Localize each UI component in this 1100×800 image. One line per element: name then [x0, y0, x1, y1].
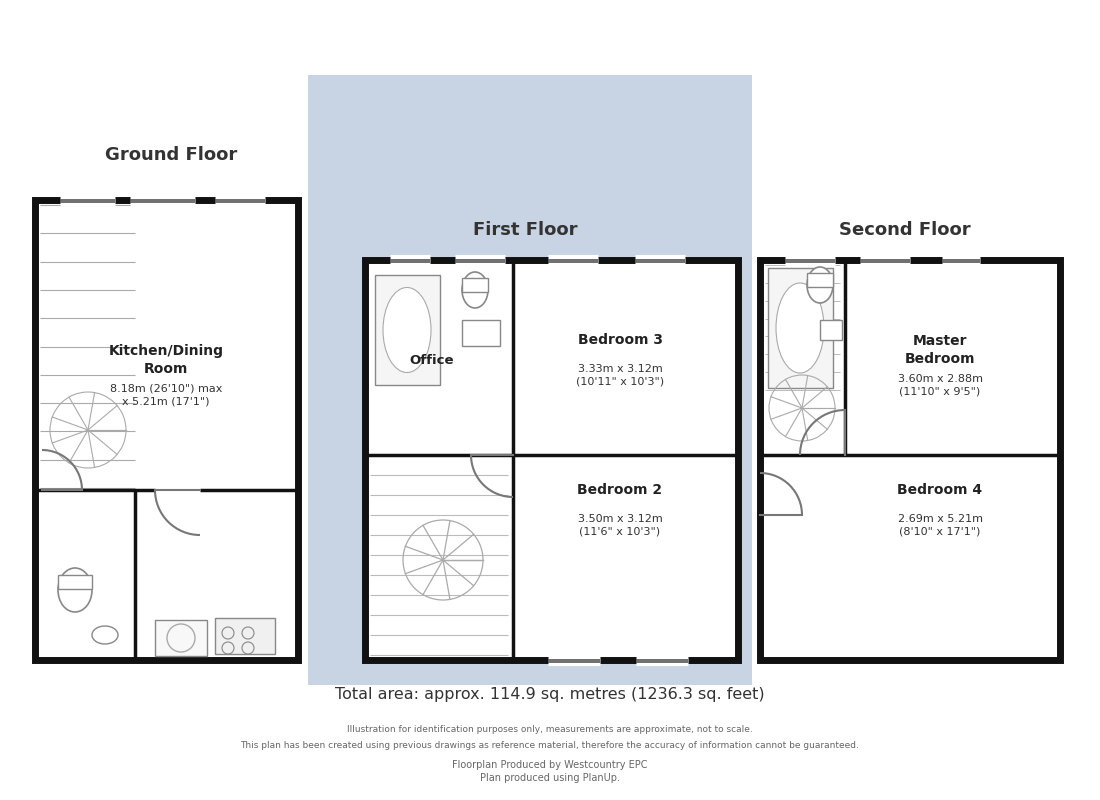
- Text: Ground Floor: Ground Floor: [104, 146, 238, 164]
- Ellipse shape: [383, 287, 431, 373]
- Bar: [58, 575, 92, 589]
- Text: This plan has been created using previous drawings as reference material, theref: This plan has been created using previou…: [241, 741, 859, 750]
- Text: Illustration for identification purposes only, measurements are approximate, not: Illustration for identification purposes…: [348, 726, 752, 734]
- Bar: [760, 260, 1060, 660]
- Text: 2.69m x 5.21m
(8'10" x 17'1"): 2.69m x 5.21m (8'10" x 17'1"): [898, 514, 982, 536]
- Text: Total area: approx. 114.9 sq. metres (1236.3 sq. feet): Total area: approx. 114.9 sq. metres (12…: [336, 687, 764, 702]
- Bar: [807, 273, 833, 287]
- Text: 8.18m (26'10") max
x 5.21m (17'1"): 8.18m (26'10") max x 5.21m (17'1"): [110, 384, 222, 406]
- Text: Second Floor: Second Floor: [839, 221, 971, 239]
- Text: Bedroom 2: Bedroom 2: [578, 483, 662, 497]
- Text: morgan: morgan: [365, 490, 725, 570]
- Ellipse shape: [58, 568, 92, 612]
- Text: Bedroom 4: Bedroom 4: [898, 483, 982, 497]
- Bar: [768, 268, 833, 388]
- Bar: [35, 200, 298, 660]
- Text: Plan produced using PlanUp.: Plan produced using PlanUp.: [480, 773, 620, 783]
- Text: First Floor: First Floor: [473, 221, 578, 239]
- Ellipse shape: [92, 626, 118, 644]
- Text: 3.33m x 3.12m
(10'11" x 10'3"): 3.33m x 3.12m (10'11" x 10'3"): [576, 364, 664, 386]
- Bar: [820, 320, 842, 340]
- Text: Bedroom 3: Bedroom 3: [578, 333, 662, 347]
- Ellipse shape: [776, 283, 824, 373]
- Bar: [214, 618, 275, 654]
- Text: Floorplan Produced by Westcountry EPC: Floorplan Produced by Westcountry EPC: [452, 760, 648, 770]
- Text: Master
Bedroom: Master Bedroom: [904, 334, 976, 366]
- Bar: [462, 278, 488, 292]
- Bar: [308, 75, 752, 685]
- Ellipse shape: [462, 272, 488, 308]
- Bar: [462, 320, 501, 346]
- Bar: [155, 620, 207, 656]
- Text: 3.60m x 2.88m
(11'10" x 9'5"): 3.60m x 2.88m (11'10" x 9'5"): [898, 374, 982, 396]
- Text: Office: Office: [409, 354, 454, 366]
- Bar: [375, 275, 440, 385]
- Text: hollis: hollis: [419, 425, 671, 506]
- Text: Kitchen/Dining
Room: Kitchen/Dining Room: [109, 344, 223, 376]
- Ellipse shape: [807, 267, 833, 303]
- Text: 3.50m x 3.12m
(11'6" x 10'3"): 3.50m x 3.12m (11'6" x 10'3"): [578, 514, 662, 536]
- Bar: [365, 260, 738, 660]
